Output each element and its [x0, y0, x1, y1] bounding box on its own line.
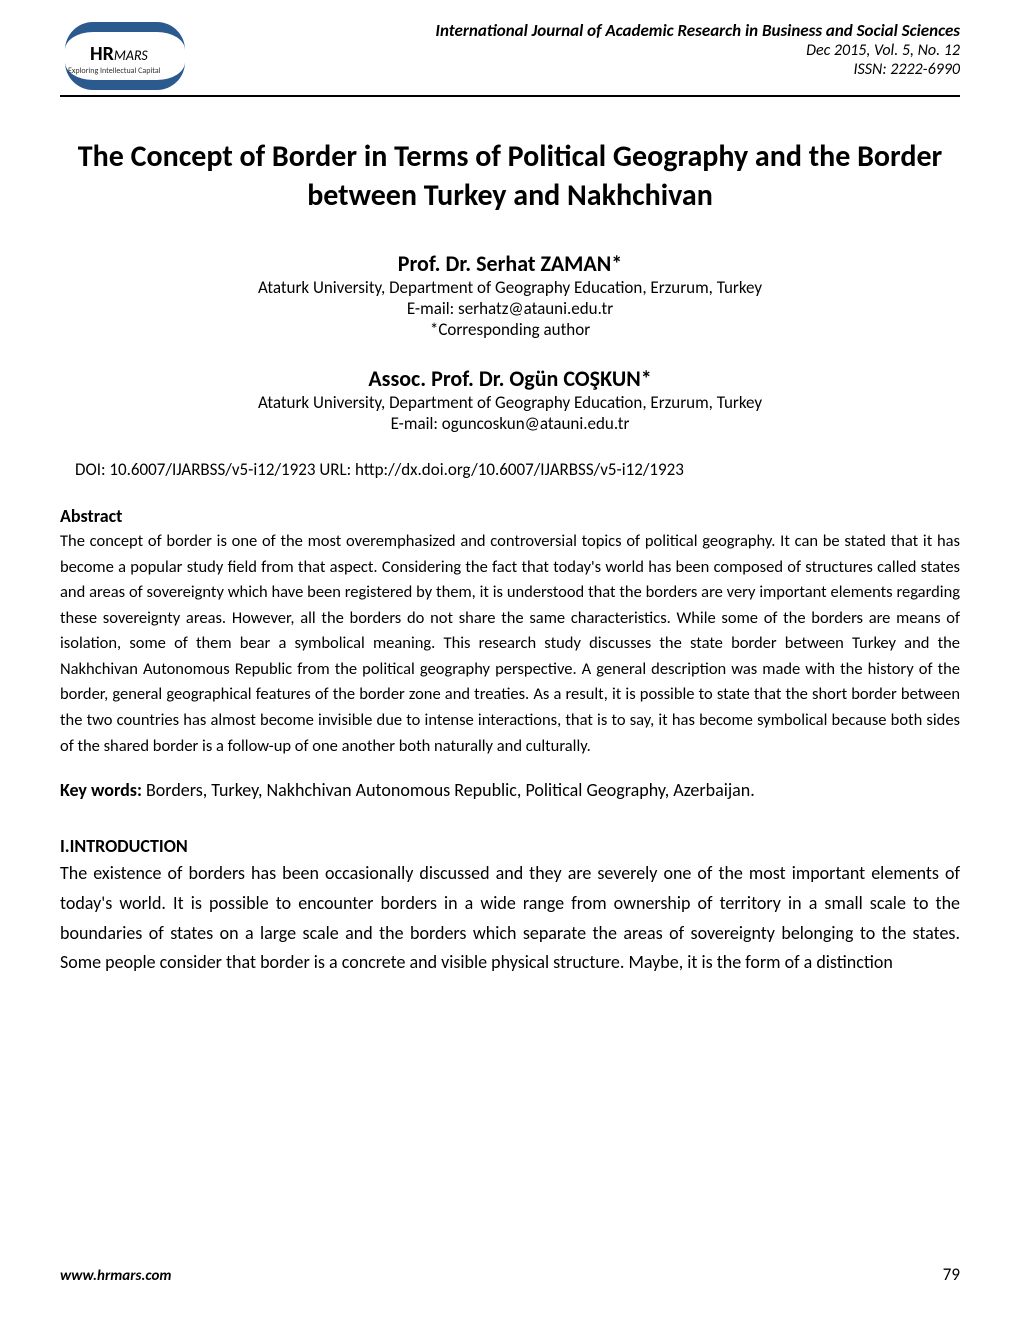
abstract-heading: Abstract [60, 505, 960, 527]
introduction-text: The existence of borders has been occasi… [60, 859, 960, 978]
introduction-heading: I.INTRODUCTION [60, 835, 960, 857]
author-name: Assoc. Prof. Dr. Ogün COŞKUN* [60, 365, 960, 392]
journal-info: International Journal of Academic Resear… [435, 20, 960, 79]
logo-tagline: Exploring Intellectual Capital [68, 66, 161, 76]
keywords-label: Key words: [60, 779, 142, 801]
logo-text: HRMARS [90, 42, 148, 66]
logo: HRMARS Exploring Intellectual Capital [60, 20, 200, 90]
paper-title: The Concept of Border in Terms of Politi… [60, 137, 960, 215]
author-affiliation: Ataturk University, Department of Geogra… [60, 392, 960, 413]
page-number: 79 [943, 1264, 960, 1285]
abstract-text: The concept of border is one of the most… [60, 529, 960, 759]
doi-line: DOI: 10.6007/IJARBSS/v5-i12/1923 URL: ht… [60, 459, 960, 480]
author-email: E-mail: serhatz@atauni.edu.tr [60, 298, 960, 319]
header-divider [60, 95, 960, 97]
journal-name: International Journal of Academic Resear… [435, 20, 960, 41]
author-affiliation: Ataturk University, Department of Geogra… [60, 277, 960, 298]
author-email: E-mail: oguncoskun@atauni.edu.tr [60, 413, 960, 434]
corresponding-note: *Corresponding author [60, 319, 960, 340]
page-footer: www.hrmars.com 79 [60, 1264, 960, 1285]
logo-main-text: HR [90, 42, 114, 66]
author-block-1: Prof. Dr. Serhat ZAMAN* Ataturk Universi… [60, 250, 960, 340]
author-block-2: Assoc. Prof. Dr. Ogün COŞKUN* Ataturk Un… [60, 365, 960, 434]
author-name: Prof. Dr. Serhat ZAMAN* [60, 250, 960, 277]
keywords-text: Borders, Turkey, Nakhchivan Autonomous R… [142, 779, 755, 801]
journal-issue: Dec 2015, Vol. 5, No. 12 [435, 41, 960, 60]
logo-sub-text: MARS [114, 47, 148, 64]
footer-url: www.hrmars.com [60, 1267, 171, 1285]
page-header: HRMARS Exploring Intellectual Capital In… [60, 20, 960, 90]
journal-issn: ISSN: 2222-6990 [435, 60, 960, 79]
keywords-line: Key words: Borders, Turkey, Nakhchivan A… [60, 777, 960, 803]
